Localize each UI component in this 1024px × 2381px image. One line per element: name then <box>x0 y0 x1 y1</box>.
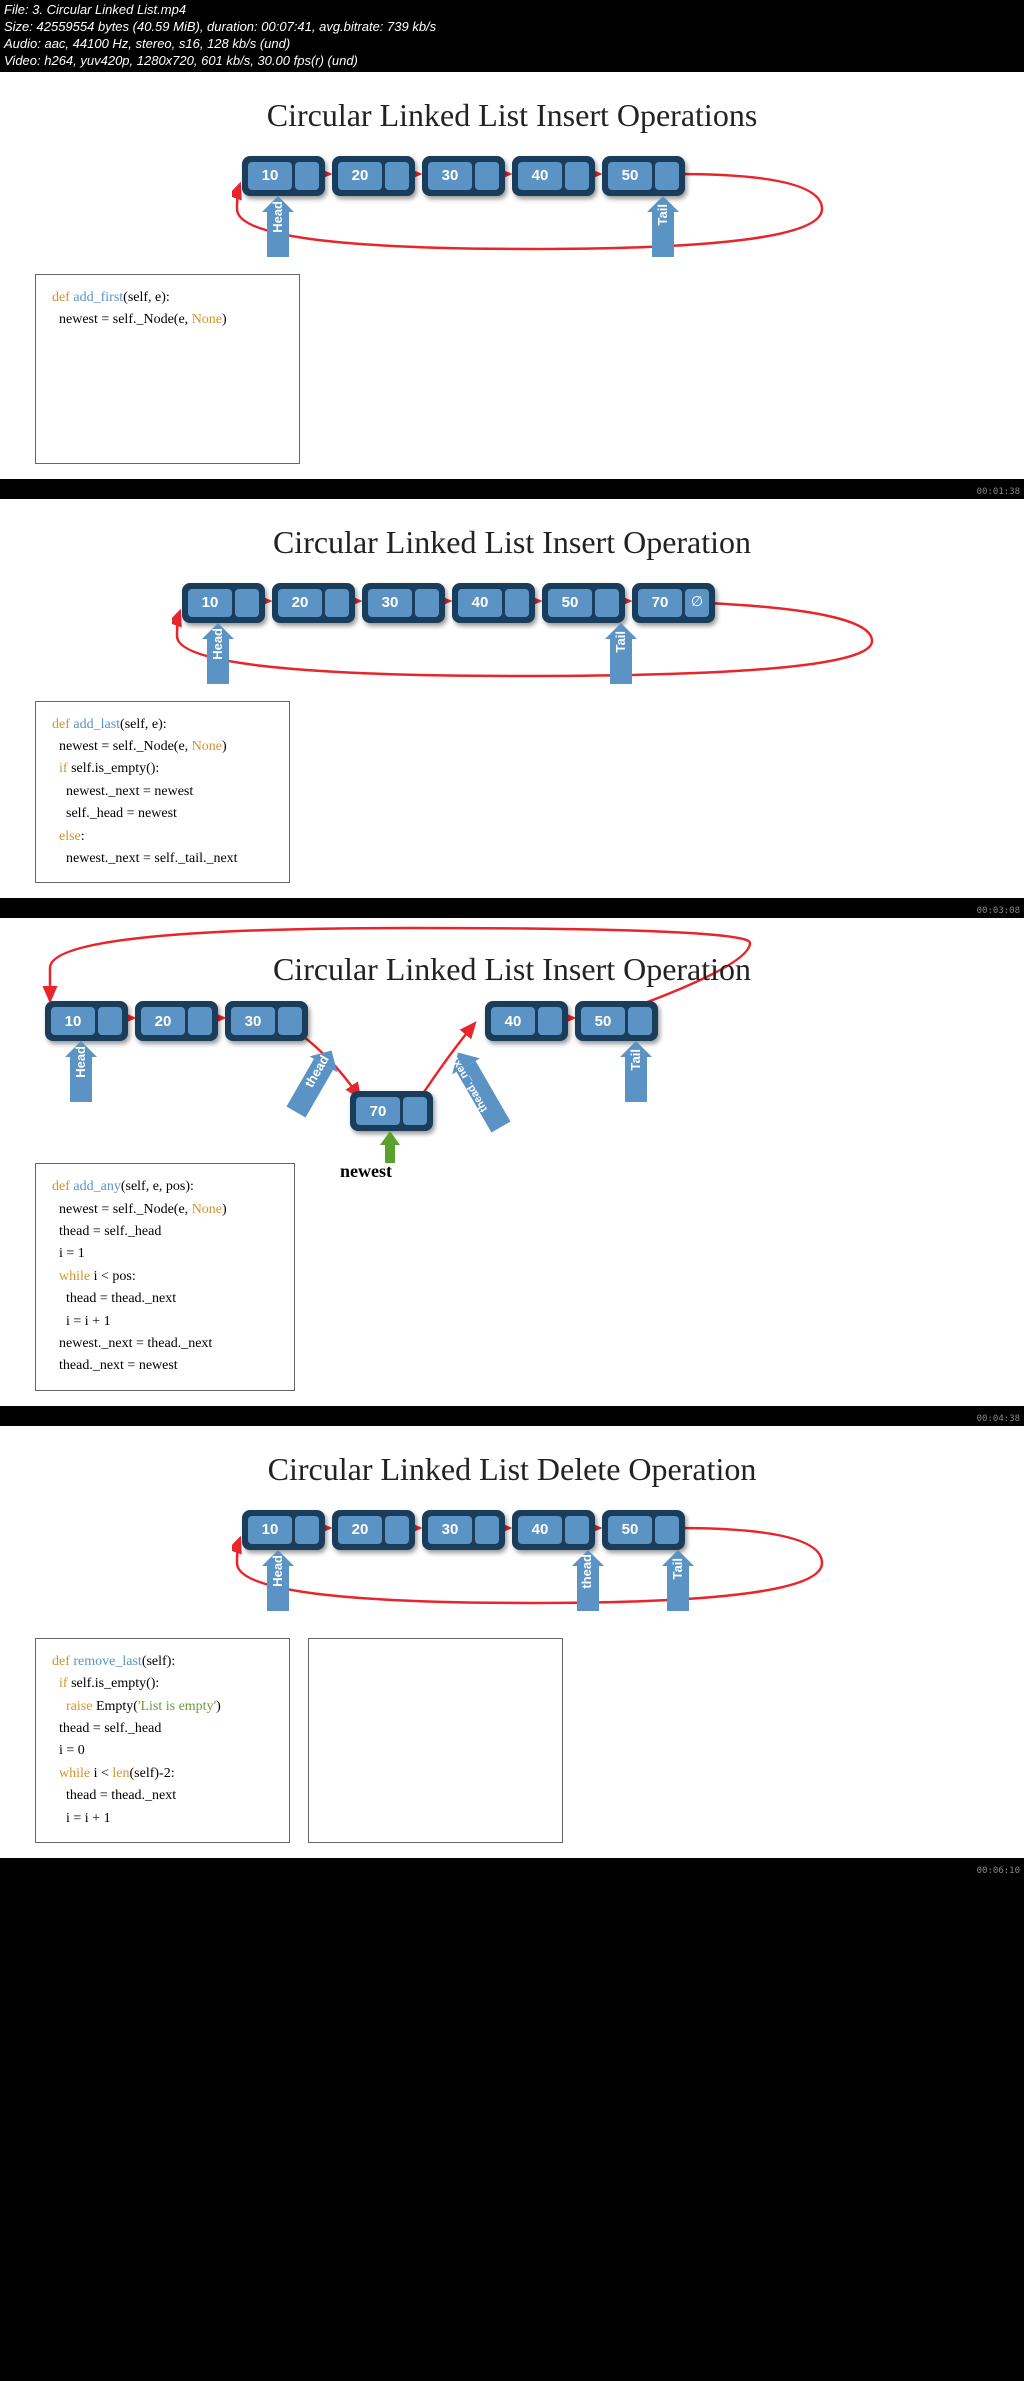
slide-1: Circular Linked List Insert Operations 1… <box>0 72 1024 479</box>
tail-arrow: Tail <box>667 1550 689 1611</box>
slide-4-code: def remove_last(self): if self.is_empty(… <box>35 1638 290 1843</box>
slide-4-title: Circular Linked List Delete Operation <box>30 1451 994 1488</box>
head-arrow: Head <box>70 1041 92 1102</box>
node: 30 <box>422 1510 505 1550</box>
node: 10 <box>242 1510 325 1550</box>
thead-arrow: thead <box>286 1045 341 1117</box>
node: 40 <box>512 1510 595 1550</box>
slide-3: Circular Linked List Insert Operation 10… <box>0 918 1024 1406</box>
newest-label: newest <box>340 1161 392 1391</box>
node-new: 70 <box>350 1091 433 1131</box>
slide-1-diagram: 10 20 30 40 50 Head Tail <box>232 154 792 264</box>
slide-2: Circular Linked List Insert Operation 10… <box>0 499 1024 899</box>
node-new: 70∅ <box>632 583 715 623</box>
slide-4-diagram: 10 20 30 40 50 Head thead Tail <box>232 1508 792 1628</box>
slide-4: Circular Linked List Delete Operation 10… <box>0 1426 1024 1858</box>
node: 20 <box>135 1001 218 1041</box>
newest-arrow <box>380 1131 400 1163</box>
slide-3-code: def add_any(self, e, pos): newest = self… <box>35 1163 295 1391</box>
node: 10 <box>45 1001 128 1041</box>
node: 20 <box>272 583 355 623</box>
slide-3-title: Circular Linked List Insert Operation <box>30 951 994 988</box>
video-line: Video: h264, yuv420p, 1280x720, 601 kb/s… <box>4 53 1020 70</box>
node: 50 <box>602 156 685 196</box>
divider-2: 00:03:08 <box>0 898 1024 918</box>
tail-arrow: Tail <box>652 196 674 257</box>
divider-3: 00:04:38 <box>0 1406 1024 1426</box>
thead-arrow: thead <box>577 1550 599 1611</box>
node: 50 <box>542 583 625 623</box>
node: 10 <box>182 583 265 623</box>
size-line: Size: 42559554 bytes (40.59 MiB), durati… <box>4 19 1020 36</box>
head-arrow: Head <box>267 1550 289 1611</box>
divider-1: 00:01:38 <box>0 479 1024 499</box>
slide-2-title: Circular Linked List Insert Operation <box>30 524 994 561</box>
slide-1-code: def add_first(self, e): newest = self._N… <box>35 274 300 464</box>
node: 20 <box>332 1510 415 1550</box>
head-arrow: Head <box>267 196 289 257</box>
slide-4-code-empty <box>308 1638 563 1843</box>
slide-1-title: Circular Linked List Insert Operations <box>30 97 994 134</box>
head-arrow: Head <box>207 623 229 684</box>
node: 40 <box>452 583 535 623</box>
node: 20 <box>332 156 415 196</box>
node: 30 <box>225 1001 308 1041</box>
node: 10 <box>242 156 325 196</box>
node: 30 <box>422 156 505 196</box>
node: 40 <box>512 156 595 196</box>
node: 30 <box>362 583 445 623</box>
node: 50 <box>575 1001 658 1041</box>
slide-2-diagram: 10 20 30 40 50 70∅ Head Tail <box>172 581 852 691</box>
file-info-header: File: 3. Circular Linked List.mp4 Size: … <box>0 0 1024 72</box>
thead-next-arrow: thead._next <box>448 1047 510 1132</box>
slide-2-code: def add_last(self, e): newest = self._No… <box>35 701 290 884</box>
file-line: File: 3. Circular Linked List.mp4 <box>4 2 1020 19</box>
divider-4: 00:06:10 <box>0 1858 1024 1878</box>
tail-arrow: Tail <box>625 1041 647 1102</box>
node: 50 <box>602 1510 685 1550</box>
node: 40 <box>485 1001 568 1041</box>
audio-line: Audio: aac, 44100 Hz, stereo, s16, 128 k… <box>4 36 1020 53</box>
tail-arrow: Tail <box>610 623 632 684</box>
